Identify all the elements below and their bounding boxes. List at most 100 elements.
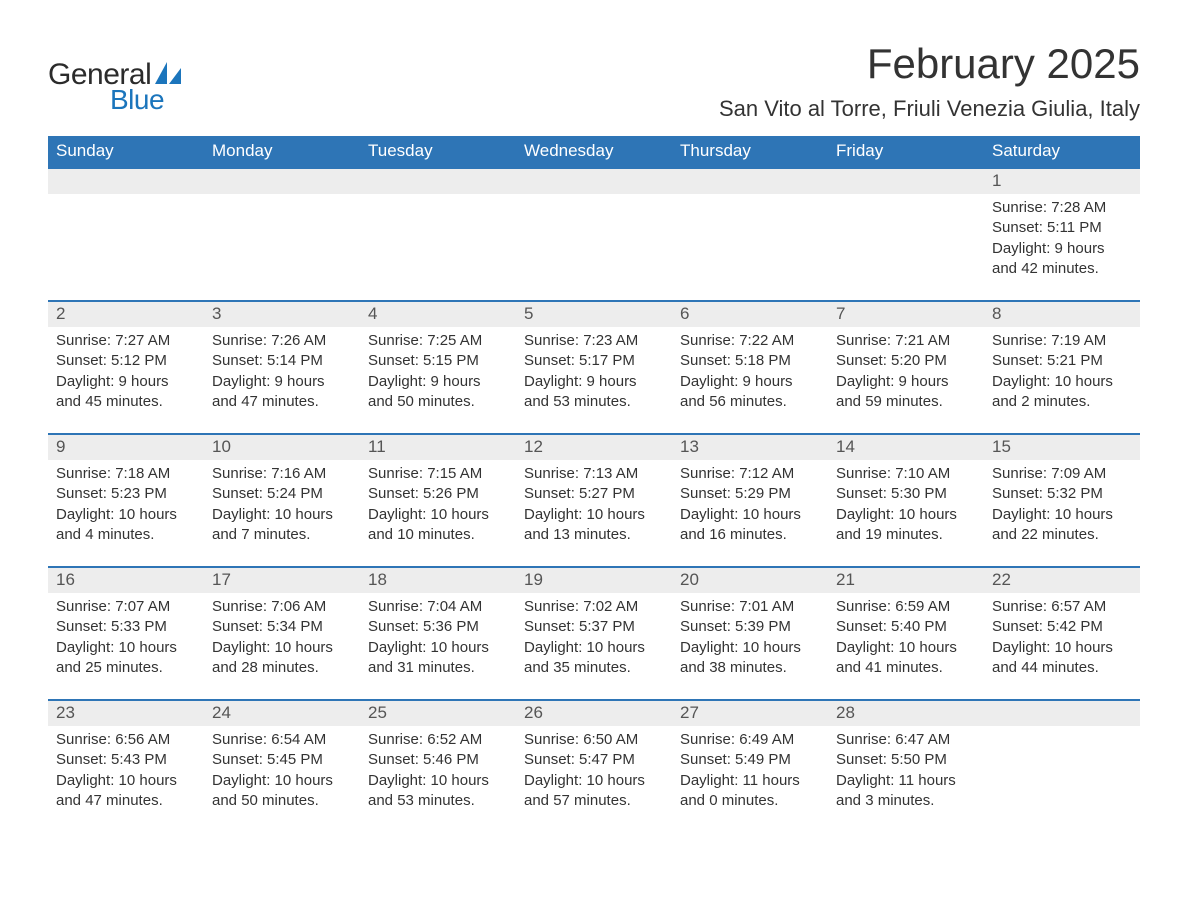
day-number bbox=[828, 169, 984, 194]
calendar-week: 1Sunrise: 7:28 AMSunset: 5:11 PMDaylight… bbox=[48, 167, 1140, 282]
weeks-container: 1Sunrise: 7:28 AMSunset: 5:11 PMDaylight… bbox=[48, 167, 1140, 814]
daylight-line: Daylight: 10 hours and 50 minutes. bbox=[212, 771, 352, 812]
day-number bbox=[360, 169, 516, 194]
day-number: 3 bbox=[204, 302, 360, 327]
day-details: Sunrise: 7:02 AMSunset: 5:37 PMDaylight:… bbox=[516, 593, 672, 681]
day-details: Sunrise: 6:57 AMSunset: 5:42 PMDaylight:… bbox=[984, 593, 1140, 681]
day-number bbox=[204, 169, 360, 194]
daynum-row: 9101112131415 bbox=[48, 435, 1140, 460]
weekday-wednesday: Wednesday bbox=[516, 136, 672, 167]
sunset-line: Sunset: 5:49 PM bbox=[680, 750, 820, 770]
sunrise-line: Sunrise: 7:07 AM bbox=[56, 597, 196, 617]
day-details: Sunrise: 7:06 AMSunset: 5:34 PMDaylight:… bbox=[204, 593, 360, 681]
sunrise-line: Sunrise: 7:10 AM bbox=[836, 464, 976, 484]
day-details bbox=[828, 194, 984, 282]
day-details: Sunrise: 7:28 AMSunset: 5:11 PMDaylight:… bbox=[984, 194, 1140, 282]
day-number: 15 bbox=[984, 435, 1140, 460]
sunrise-line: Sunrise: 6:57 AM bbox=[992, 597, 1132, 617]
sunrise-line: Sunrise: 7:13 AM bbox=[524, 464, 664, 484]
sunset-line: Sunset: 5:50 PM bbox=[836, 750, 976, 770]
daynum-row: 1 bbox=[48, 169, 1140, 194]
sunrise-line: Sunrise: 7:18 AM bbox=[56, 464, 196, 484]
sunrise-line: Sunrise: 6:59 AM bbox=[836, 597, 976, 617]
sunrise-line: Sunrise: 7:06 AM bbox=[212, 597, 352, 617]
day-details: Sunrise: 7:12 AMSunset: 5:29 PMDaylight:… bbox=[672, 460, 828, 548]
daylight-line: Daylight: 9 hours and 53 minutes. bbox=[524, 372, 664, 413]
logo-word-blue: Blue bbox=[110, 84, 164, 116]
day-details: Sunrise: 7:16 AMSunset: 5:24 PMDaylight:… bbox=[204, 460, 360, 548]
daynum-row: 16171819202122 bbox=[48, 568, 1140, 593]
daylight-line: Daylight: 10 hours and 7 minutes. bbox=[212, 505, 352, 546]
calendar: Sunday Monday Tuesday Wednesday Thursday… bbox=[48, 136, 1140, 814]
day-number: 28 bbox=[828, 701, 984, 726]
day-details bbox=[984, 726, 1140, 814]
sunset-line: Sunset: 5:21 PM bbox=[992, 351, 1132, 371]
day-number: 2 bbox=[48, 302, 204, 327]
sunrise-line: Sunrise: 6:56 AM bbox=[56, 730, 196, 750]
daylight-line: Daylight: 9 hours and 59 minutes. bbox=[836, 372, 976, 413]
day-details: Sunrise: 6:50 AMSunset: 5:47 PMDaylight:… bbox=[516, 726, 672, 814]
day-number: 5 bbox=[516, 302, 672, 327]
daylight-line: Daylight: 10 hours and 41 minutes. bbox=[836, 638, 976, 679]
day-details: Sunrise: 6:59 AMSunset: 5:40 PMDaylight:… bbox=[828, 593, 984, 681]
sunset-line: Sunset: 5:29 PM bbox=[680, 484, 820, 504]
daylight-line: Daylight: 10 hours and 13 minutes. bbox=[524, 505, 664, 546]
sunrise-line: Sunrise: 6:47 AM bbox=[836, 730, 976, 750]
day-details bbox=[672, 194, 828, 282]
day-details: Sunrise: 7:15 AMSunset: 5:26 PMDaylight:… bbox=[360, 460, 516, 548]
day-number: 18 bbox=[360, 568, 516, 593]
sunset-line: Sunset: 5:42 PM bbox=[992, 617, 1132, 637]
day-details bbox=[360, 194, 516, 282]
day-number bbox=[672, 169, 828, 194]
calendar-week: 232425262728Sunrise: 6:56 AMSunset: 5:43… bbox=[48, 699, 1140, 814]
day-number: 17 bbox=[204, 568, 360, 593]
day-details: Sunrise: 7:07 AMSunset: 5:33 PMDaylight:… bbox=[48, 593, 204, 681]
daylight-line: Daylight: 11 hours and 0 minutes. bbox=[680, 771, 820, 812]
day-number: 4 bbox=[360, 302, 516, 327]
day-details: Sunrise: 7:18 AMSunset: 5:23 PMDaylight:… bbox=[48, 460, 204, 548]
day-details: Sunrise: 7:22 AMSunset: 5:18 PMDaylight:… bbox=[672, 327, 828, 415]
details-row: Sunrise: 7:07 AMSunset: 5:33 PMDaylight:… bbox=[48, 593, 1140, 681]
weekday-tuesday: Tuesday bbox=[360, 136, 516, 167]
weekday-thursday: Thursday bbox=[672, 136, 828, 167]
day-number: 13 bbox=[672, 435, 828, 460]
sunrise-line: Sunrise: 6:52 AM bbox=[368, 730, 508, 750]
day-details: Sunrise: 7:01 AMSunset: 5:39 PMDaylight:… bbox=[672, 593, 828, 681]
day-details bbox=[48, 194, 204, 282]
details-row: Sunrise: 7:28 AMSunset: 5:11 PMDaylight:… bbox=[48, 194, 1140, 282]
day-details: Sunrise: 6:49 AMSunset: 5:49 PMDaylight:… bbox=[672, 726, 828, 814]
sunset-line: Sunset: 5:46 PM bbox=[368, 750, 508, 770]
day-number bbox=[984, 701, 1140, 726]
day-details: Sunrise: 7:04 AMSunset: 5:36 PMDaylight:… bbox=[360, 593, 516, 681]
sunrise-line: Sunrise: 7:19 AM bbox=[992, 331, 1132, 351]
brand-logo: General Blue bbox=[48, 58, 181, 116]
sunrise-line: Sunrise: 6:54 AM bbox=[212, 730, 352, 750]
sunset-line: Sunset: 5:20 PM bbox=[836, 351, 976, 371]
daylight-line: Daylight: 10 hours and 31 minutes. bbox=[368, 638, 508, 679]
day-number: 11 bbox=[360, 435, 516, 460]
day-details bbox=[204, 194, 360, 282]
daylight-line: Daylight: 10 hours and 35 minutes. bbox=[524, 638, 664, 679]
daylight-line: Daylight: 10 hours and 44 minutes. bbox=[992, 638, 1132, 679]
day-number: 10 bbox=[204, 435, 360, 460]
location-title: San Vito al Torre, Friuli Venezia Giulia… bbox=[719, 96, 1140, 122]
day-details: Sunrise: 7:26 AMSunset: 5:14 PMDaylight:… bbox=[204, 327, 360, 415]
sunrise-line: Sunrise: 7:12 AM bbox=[680, 464, 820, 484]
details-row: Sunrise: 6:56 AMSunset: 5:43 PMDaylight:… bbox=[48, 726, 1140, 814]
sunset-line: Sunset: 5:18 PM bbox=[680, 351, 820, 371]
daynum-row: 232425262728 bbox=[48, 701, 1140, 726]
calendar-week: 9101112131415Sunrise: 7:18 AMSunset: 5:2… bbox=[48, 433, 1140, 548]
daylight-line: Daylight: 10 hours and 47 minutes. bbox=[56, 771, 196, 812]
daylight-line: Daylight: 11 hours and 3 minutes. bbox=[836, 771, 976, 812]
sunset-line: Sunset: 5:36 PM bbox=[368, 617, 508, 637]
details-row: Sunrise: 7:18 AMSunset: 5:23 PMDaylight:… bbox=[48, 460, 1140, 548]
day-number: 16 bbox=[48, 568, 204, 593]
day-number: 21 bbox=[828, 568, 984, 593]
day-number: 7 bbox=[828, 302, 984, 327]
day-number: 9 bbox=[48, 435, 204, 460]
sunrise-line: Sunrise: 7:16 AM bbox=[212, 464, 352, 484]
day-number: 23 bbox=[48, 701, 204, 726]
day-details: Sunrise: 6:56 AMSunset: 5:43 PMDaylight:… bbox=[48, 726, 204, 814]
calendar-week: 2345678Sunrise: 7:27 AMSunset: 5:12 PMDa… bbox=[48, 300, 1140, 415]
month-title: February 2025 bbox=[719, 40, 1140, 88]
